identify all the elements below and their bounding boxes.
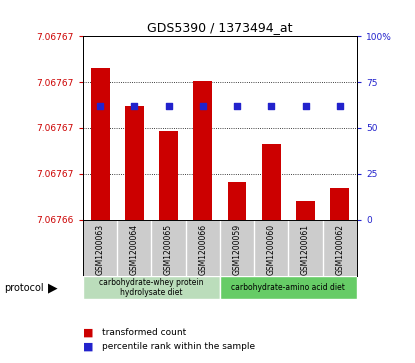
Text: GSM1200066: GSM1200066 [198,224,208,275]
Bar [125,106,144,220]
Point [97,103,103,109]
Point [165,103,172,109]
Text: GSM1200065: GSM1200065 [164,224,173,275]
Bar [228,182,247,220]
Point [302,103,309,109]
Text: carbohydrate-whey protein
hydrolysate diet: carbohydrate-whey protein hydrolysate di… [99,278,204,297]
Bar [262,144,281,220]
Text: GSM1200063: GSM1200063 [95,224,105,275]
Text: GSM1200059: GSM1200059 [232,224,242,275]
Text: GSM1200062: GSM1200062 [335,224,344,275]
Text: carbohydrate-amino acid diet: carbohydrate-amino acid diet [232,283,345,292]
Bar [193,81,212,220]
Text: GSM1200061: GSM1200061 [301,224,310,275]
Bar [296,201,315,220]
Text: GSM1200064: GSM1200064 [130,224,139,275]
Bar [220,276,357,299]
Text: ▶: ▶ [48,281,57,294]
Point [234,103,240,109]
Bar [330,188,349,220]
Text: transformed count: transformed count [102,328,186,337]
Text: ■: ■ [83,342,93,352]
Point [337,103,343,109]
Text: percentile rank within the sample: percentile rank within the sample [102,342,255,351]
Text: GSM1200060: GSM1200060 [267,224,276,275]
Point [200,103,206,109]
Text: ■: ■ [83,327,93,337]
Bar [159,131,178,220]
Bar [91,68,110,220]
Bar [83,276,220,299]
Text: protocol: protocol [4,283,44,293]
Title: GDS5390 / 1373494_at: GDS5390 / 1373494_at [147,21,293,34]
Point [268,103,275,109]
Point [131,103,138,109]
